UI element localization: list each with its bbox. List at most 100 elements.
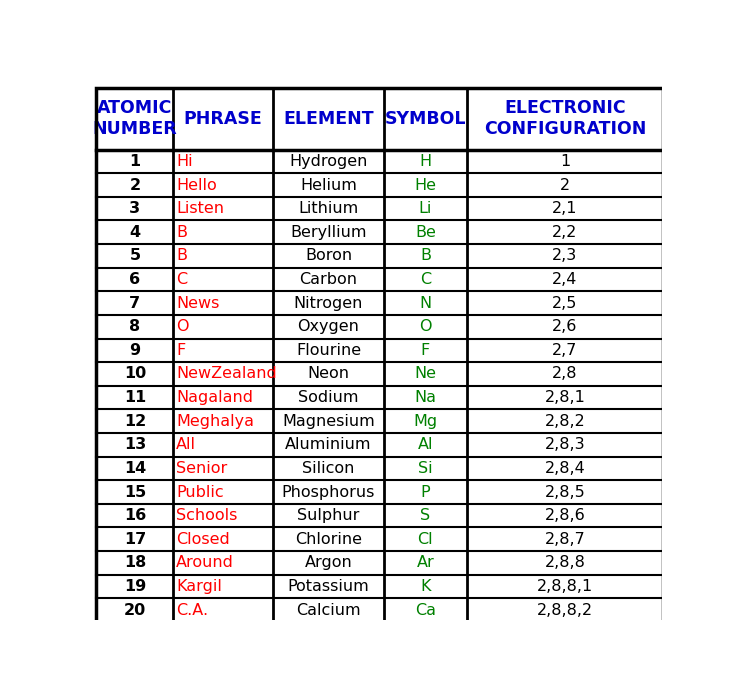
Text: 5: 5 xyxy=(129,248,140,263)
Text: B: B xyxy=(176,225,187,240)
Text: 2,8,3: 2,8,3 xyxy=(545,437,585,452)
Text: PHRASE: PHRASE xyxy=(184,110,262,128)
Text: Carbon: Carbon xyxy=(300,272,357,287)
Text: Nitrogen: Nitrogen xyxy=(294,296,363,311)
Text: 4: 4 xyxy=(129,225,140,240)
Text: Si: Si xyxy=(418,461,433,476)
Text: 1: 1 xyxy=(129,154,140,169)
Text: P: P xyxy=(420,484,430,500)
Text: Na: Na xyxy=(415,390,437,405)
Text: Hydrogen: Hydrogen xyxy=(290,154,368,169)
Text: 2,6: 2,6 xyxy=(552,319,578,335)
Text: 20: 20 xyxy=(123,603,146,618)
Text: F: F xyxy=(176,343,185,358)
Text: 18: 18 xyxy=(123,556,146,570)
Text: Cl: Cl xyxy=(417,532,433,546)
Text: 1: 1 xyxy=(560,154,570,169)
Text: N: N xyxy=(420,296,431,311)
Text: Calcium: Calcium xyxy=(296,603,361,618)
Text: 2: 2 xyxy=(560,178,570,192)
Text: 2,1: 2,1 xyxy=(552,201,578,216)
Text: ELECTRONIC
CONFIGURATION: ELECTRONIC CONFIGURATION xyxy=(484,100,646,138)
Text: B: B xyxy=(176,248,187,263)
Text: ELEMENT: ELEMENT xyxy=(283,110,374,128)
Text: Public: Public xyxy=(176,484,223,500)
Text: Meghalya: Meghalya xyxy=(176,414,254,429)
Text: Magnesium: Magnesium xyxy=(282,414,375,429)
Text: Kargil: Kargil xyxy=(176,579,222,594)
Text: 2,5: 2,5 xyxy=(552,296,578,311)
Text: Ca: Ca xyxy=(415,603,436,618)
Text: 2: 2 xyxy=(129,178,140,192)
Text: Oxygen: Oxygen xyxy=(298,319,359,335)
Text: 2,8: 2,8 xyxy=(552,367,578,381)
Text: ATOMIC
NUMBER: ATOMIC NUMBER xyxy=(93,100,177,138)
Text: 13: 13 xyxy=(123,437,146,452)
Text: O: O xyxy=(176,319,189,335)
Text: Neon: Neon xyxy=(307,367,350,381)
Text: 2,2: 2,2 xyxy=(552,225,578,240)
Text: Schools: Schools xyxy=(176,508,237,523)
Text: News: News xyxy=(176,296,220,311)
Text: 2,8,4: 2,8,4 xyxy=(545,461,585,476)
Text: 6: 6 xyxy=(129,272,140,287)
Text: 10: 10 xyxy=(123,367,146,381)
Text: Helium: Helium xyxy=(300,178,357,192)
Text: 2,8,5: 2,8,5 xyxy=(545,484,585,500)
Text: 2,8,1: 2,8,1 xyxy=(545,390,585,405)
Text: C: C xyxy=(176,272,187,287)
Text: Nagaland: Nagaland xyxy=(176,390,253,405)
Text: B: B xyxy=(420,248,431,263)
Text: Boron: Boron xyxy=(305,248,352,263)
Text: F: F xyxy=(420,343,430,358)
Text: Senior: Senior xyxy=(176,461,227,476)
Text: 2,7: 2,7 xyxy=(552,343,578,358)
Text: Closed: Closed xyxy=(176,532,230,546)
Text: 3: 3 xyxy=(129,201,140,216)
Text: K: K xyxy=(420,579,431,594)
Text: C.A.: C.A. xyxy=(176,603,208,618)
Text: O: O xyxy=(419,319,431,335)
Text: Hello: Hello xyxy=(176,178,217,192)
Text: H: H xyxy=(420,154,431,169)
Text: All: All xyxy=(176,437,196,452)
Text: Argon: Argon xyxy=(305,556,352,570)
Text: 2,8,2: 2,8,2 xyxy=(545,414,585,429)
Text: Al: Al xyxy=(417,437,433,452)
Text: 2,8,8: 2,8,8 xyxy=(545,556,585,570)
Text: Hi: Hi xyxy=(176,154,193,169)
Text: Ar: Ar xyxy=(417,556,434,570)
Text: Lithium: Lithium xyxy=(298,201,359,216)
Text: Flourine: Flourine xyxy=(296,343,361,358)
Text: Mg: Mg xyxy=(413,414,437,429)
Text: Beryllium: Beryllium xyxy=(290,225,367,240)
Text: 9: 9 xyxy=(129,343,140,358)
Text: Sodium: Sodium xyxy=(298,390,359,405)
Text: 15: 15 xyxy=(123,484,146,500)
Text: 17: 17 xyxy=(123,532,146,546)
Text: Phosphorus: Phosphorus xyxy=(282,484,376,500)
Text: Silicon: Silicon xyxy=(302,461,355,476)
Text: SYMBOL: SYMBOL xyxy=(384,110,466,128)
Text: 16: 16 xyxy=(123,508,146,523)
Text: 7: 7 xyxy=(129,296,140,311)
Text: 2,8,8,1: 2,8,8,1 xyxy=(537,579,593,594)
Text: 2,4: 2,4 xyxy=(552,272,578,287)
Text: S: S xyxy=(420,508,431,523)
Text: 11: 11 xyxy=(123,390,146,405)
Text: 19: 19 xyxy=(123,579,146,594)
Text: Chlorine: Chlorine xyxy=(295,532,362,546)
Text: C: C xyxy=(420,272,431,287)
Text: Be: Be xyxy=(415,225,436,240)
Text: Listen: Listen xyxy=(176,201,224,216)
Text: 2,3: 2,3 xyxy=(552,248,578,263)
Text: 2,8,8,2: 2,8,8,2 xyxy=(537,603,593,618)
Text: He: He xyxy=(415,178,437,192)
Text: Aluminium: Aluminium xyxy=(285,437,372,452)
Text: 12: 12 xyxy=(123,414,146,429)
Text: Around: Around xyxy=(176,556,234,570)
Text: NewZealand: NewZealand xyxy=(176,367,277,381)
Text: 2,8,6: 2,8,6 xyxy=(545,508,585,523)
Text: 2,8,7: 2,8,7 xyxy=(545,532,585,546)
Text: 14: 14 xyxy=(123,461,146,476)
